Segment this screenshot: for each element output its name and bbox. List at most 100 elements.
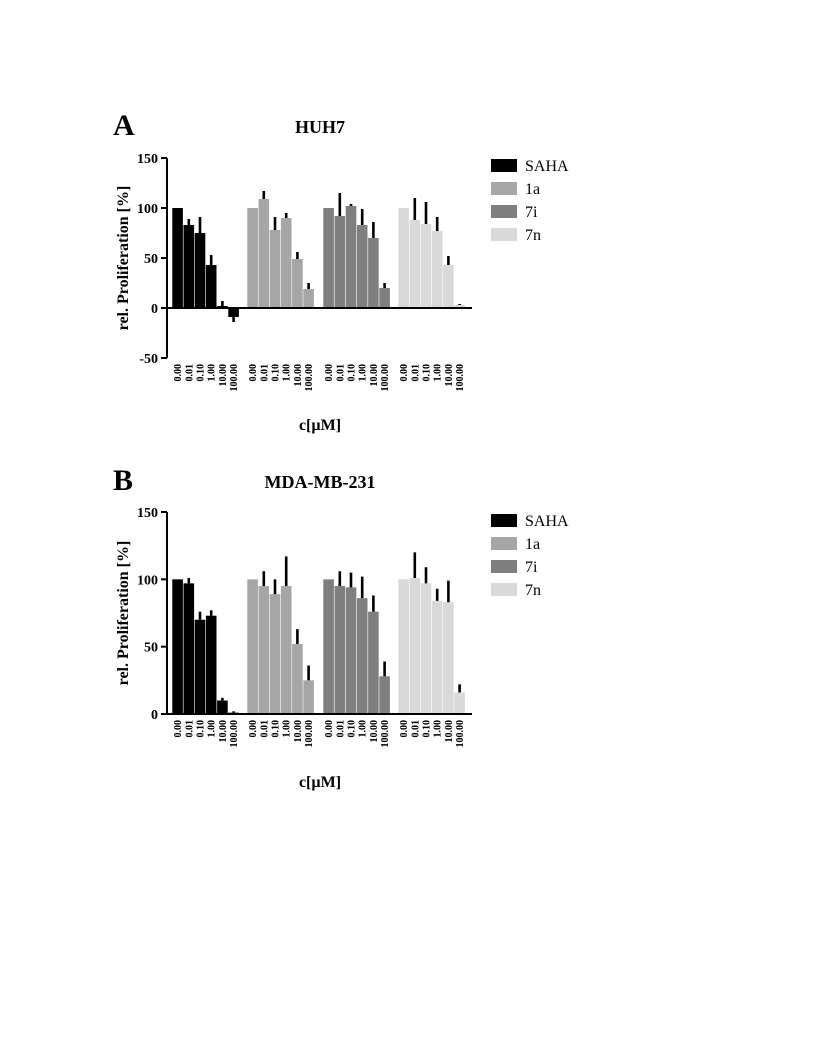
bar bbox=[258, 586, 270, 714]
y-tick-label: 100 bbox=[137, 202, 158, 217]
bar bbox=[292, 259, 303, 308]
x-tick-label: 0.10 bbox=[271, 364, 282, 382]
bar bbox=[183, 583, 195, 714]
bar bbox=[345, 587, 357, 714]
panel-letter: A bbox=[113, 109, 135, 142]
series-7i bbox=[323, 571, 390, 714]
chart-title: MDA-MB-231 bbox=[265, 472, 376, 492]
x-tick-label: 100.00 bbox=[380, 720, 391, 748]
x-tick-label: 10.00 bbox=[293, 720, 304, 743]
x-tick-label: 0.10 bbox=[347, 364, 358, 382]
legend-swatch bbox=[491, 205, 517, 218]
x-tick-label: 100.00 bbox=[455, 720, 466, 748]
x-tick-label: 0.00 bbox=[324, 720, 335, 738]
bar bbox=[443, 265, 454, 308]
bar bbox=[258, 199, 270, 308]
x-tick-label: 1.00 bbox=[207, 364, 218, 382]
bar bbox=[205, 265, 217, 308]
legend-label: 1a bbox=[525, 181, 540, 198]
bar bbox=[172, 208, 183, 308]
series-1a bbox=[247, 191, 314, 308]
bar bbox=[454, 305, 465, 308]
bar bbox=[183, 225, 195, 308]
x-tick-label: 10.00 bbox=[444, 364, 455, 387]
x-tick-label: 0.00 bbox=[399, 720, 410, 738]
x-tick-label: 0.10 bbox=[422, 364, 433, 382]
bar bbox=[280, 586, 292, 714]
bar bbox=[247, 208, 258, 308]
x-tick-label: 10.00 bbox=[218, 364, 229, 387]
x-tick-label: 0.01 bbox=[184, 364, 195, 382]
x-tick-label: 100.00 bbox=[380, 364, 391, 392]
x-tick-label: 10.00 bbox=[444, 720, 455, 743]
x-tick-label: 0.10 bbox=[347, 720, 358, 738]
x-tick-label: 0.00 bbox=[324, 364, 335, 382]
bar bbox=[172, 579, 183, 714]
y-tick-label: 150 bbox=[137, 506, 158, 521]
legend-label: 1a bbox=[525, 536, 540, 553]
bar bbox=[303, 289, 314, 308]
chart-panel-a: A HUH7 -50 0 50 100 150 rel. Proliferation [%] 0… bbox=[113, 109, 569, 434]
x-tick-label: 0.01 bbox=[410, 364, 421, 382]
legend-label: 7n bbox=[525, 582, 541, 599]
bar bbox=[420, 583, 432, 714]
legend-label: SAHA bbox=[525, 158, 569, 175]
bar bbox=[443, 602, 454, 714]
x-axis-title: c[µM] bbox=[299, 774, 341, 791]
bar bbox=[303, 680, 314, 714]
bar bbox=[323, 208, 334, 308]
series-1a bbox=[247, 556, 314, 714]
x-tick-label: 0.01 bbox=[259, 364, 270, 382]
x-tick-label: 0.00 bbox=[399, 364, 410, 382]
x-tick-label: 100.00 bbox=[304, 720, 315, 748]
x-tick-label: 0.00 bbox=[173, 720, 184, 738]
series-7n bbox=[398, 552, 465, 714]
bar bbox=[269, 230, 281, 308]
x-tick-label: 0.01 bbox=[410, 720, 421, 738]
x-tick-label: 0.00 bbox=[173, 364, 184, 382]
x-tick-label: 100.00 bbox=[229, 720, 240, 748]
bar bbox=[379, 288, 390, 308]
series-7i bbox=[323, 193, 390, 308]
series-saha bbox=[172, 208, 239, 322]
legend-swatch bbox=[491, 514, 517, 527]
chart-title: HUH7 bbox=[295, 117, 345, 137]
series-7n bbox=[398, 198, 465, 308]
legend-swatch bbox=[491, 182, 517, 195]
bar bbox=[217, 700, 228, 714]
chart-panel-b: B MDA-MB-231 0 50 100 150 rel. Proliferation [… bbox=[113, 464, 569, 791]
y-tick-label: 150 bbox=[137, 152, 158, 167]
x-tick-label: 100.00 bbox=[229, 364, 240, 392]
bar bbox=[194, 233, 206, 308]
x-tick-label: 100.00 bbox=[304, 364, 315, 392]
bar bbox=[368, 238, 379, 308]
bar bbox=[345, 206, 357, 308]
y-tick-label: -50 bbox=[139, 352, 158, 367]
bar bbox=[431, 600, 443, 714]
bar bbox=[398, 208, 409, 308]
series-saha bbox=[172, 577, 239, 714]
y-tick-label: 0 bbox=[151, 302, 158, 317]
x-tick-label: 0.00 bbox=[248, 720, 259, 738]
legend-swatch bbox=[491, 537, 517, 550]
bar bbox=[420, 224, 432, 308]
legend-label: 7i bbox=[525, 559, 538, 576]
x-tick-label: 0.10 bbox=[196, 364, 207, 382]
bar bbox=[269, 594, 281, 714]
x-tick-label: 10.00 bbox=[218, 720, 229, 743]
x-tick-label: 0.10 bbox=[271, 720, 282, 738]
y-tick-label: 50 bbox=[144, 641, 158, 656]
x-tick-label: 1.00 bbox=[282, 364, 293, 382]
legend: SAHA 1a 7i 7n bbox=[491, 513, 569, 599]
x-tick-label: 0.10 bbox=[196, 720, 207, 738]
x-tick-label: 10.00 bbox=[369, 720, 380, 743]
y-axis-title: rel. Proliferation [%] bbox=[115, 541, 132, 686]
x-tick-label: 0.01 bbox=[184, 720, 195, 738]
x-tick-label: 0.10 bbox=[422, 720, 433, 738]
legend-swatch bbox=[491, 583, 517, 596]
x-tick-label: 100.00 bbox=[455, 364, 466, 392]
legend-swatch bbox=[491, 560, 517, 573]
y-tick-label: 0 bbox=[151, 708, 158, 723]
bar bbox=[356, 225, 368, 308]
